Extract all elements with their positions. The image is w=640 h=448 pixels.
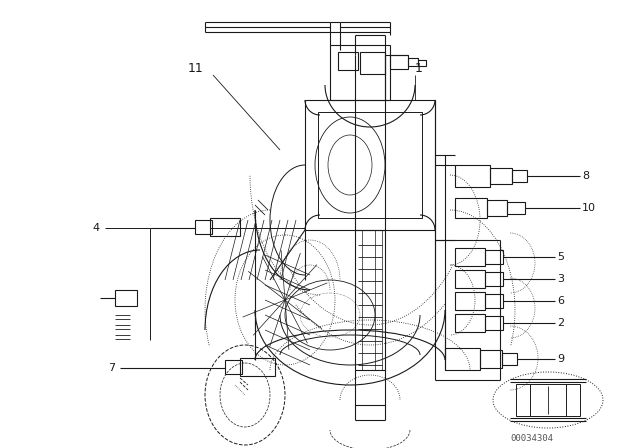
Bar — [318, 112, 422, 218]
Bar — [485, 316, 503, 330]
Text: 9: 9 — [557, 354, 564, 364]
Text: 1: 1 — [415, 61, 423, 74]
Bar — [487, 200, 507, 216]
Bar — [418, 60, 426, 66]
Bar — [355, 230, 385, 370]
Bar — [360, 52, 385, 74]
Text: 8: 8 — [582, 171, 589, 181]
Bar — [485, 294, 503, 308]
Text: 4: 4 — [93, 223, 100, 233]
Text: 5: 5 — [557, 252, 564, 262]
Bar — [507, 202, 525, 214]
Bar — [408, 58, 418, 66]
Bar — [485, 250, 503, 264]
Bar — [390, 55, 408, 69]
Bar — [225, 360, 242, 374]
Bar — [455, 165, 490, 187]
Bar — [240, 358, 275, 376]
Text: 2: 2 — [557, 318, 564, 328]
Bar — [115, 290, 137, 306]
Bar — [480, 350, 502, 368]
Bar — [195, 220, 212, 234]
Text: 7: 7 — [108, 363, 115, 373]
Bar — [485, 272, 503, 286]
Bar — [502, 353, 517, 365]
Bar — [445, 348, 480, 370]
Bar — [305, 100, 435, 230]
Bar — [455, 314, 485, 332]
Bar — [516, 384, 580, 416]
Bar — [455, 270, 485, 288]
Bar — [330, 45, 390, 100]
Text: 11: 11 — [188, 61, 204, 74]
Text: 10: 10 — [582, 203, 596, 213]
Bar — [338, 52, 358, 70]
Bar — [210, 218, 240, 236]
Bar — [455, 292, 485, 310]
Text: 6: 6 — [557, 296, 564, 306]
Text: 00034304: 00034304 — [510, 434, 553, 443]
Bar — [455, 198, 487, 218]
Text: 3: 3 — [557, 274, 564, 284]
Bar — [455, 248, 485, 266]
Bar — [490, 168, 512, 184]
Bar — [512, 170, 527, 182]
